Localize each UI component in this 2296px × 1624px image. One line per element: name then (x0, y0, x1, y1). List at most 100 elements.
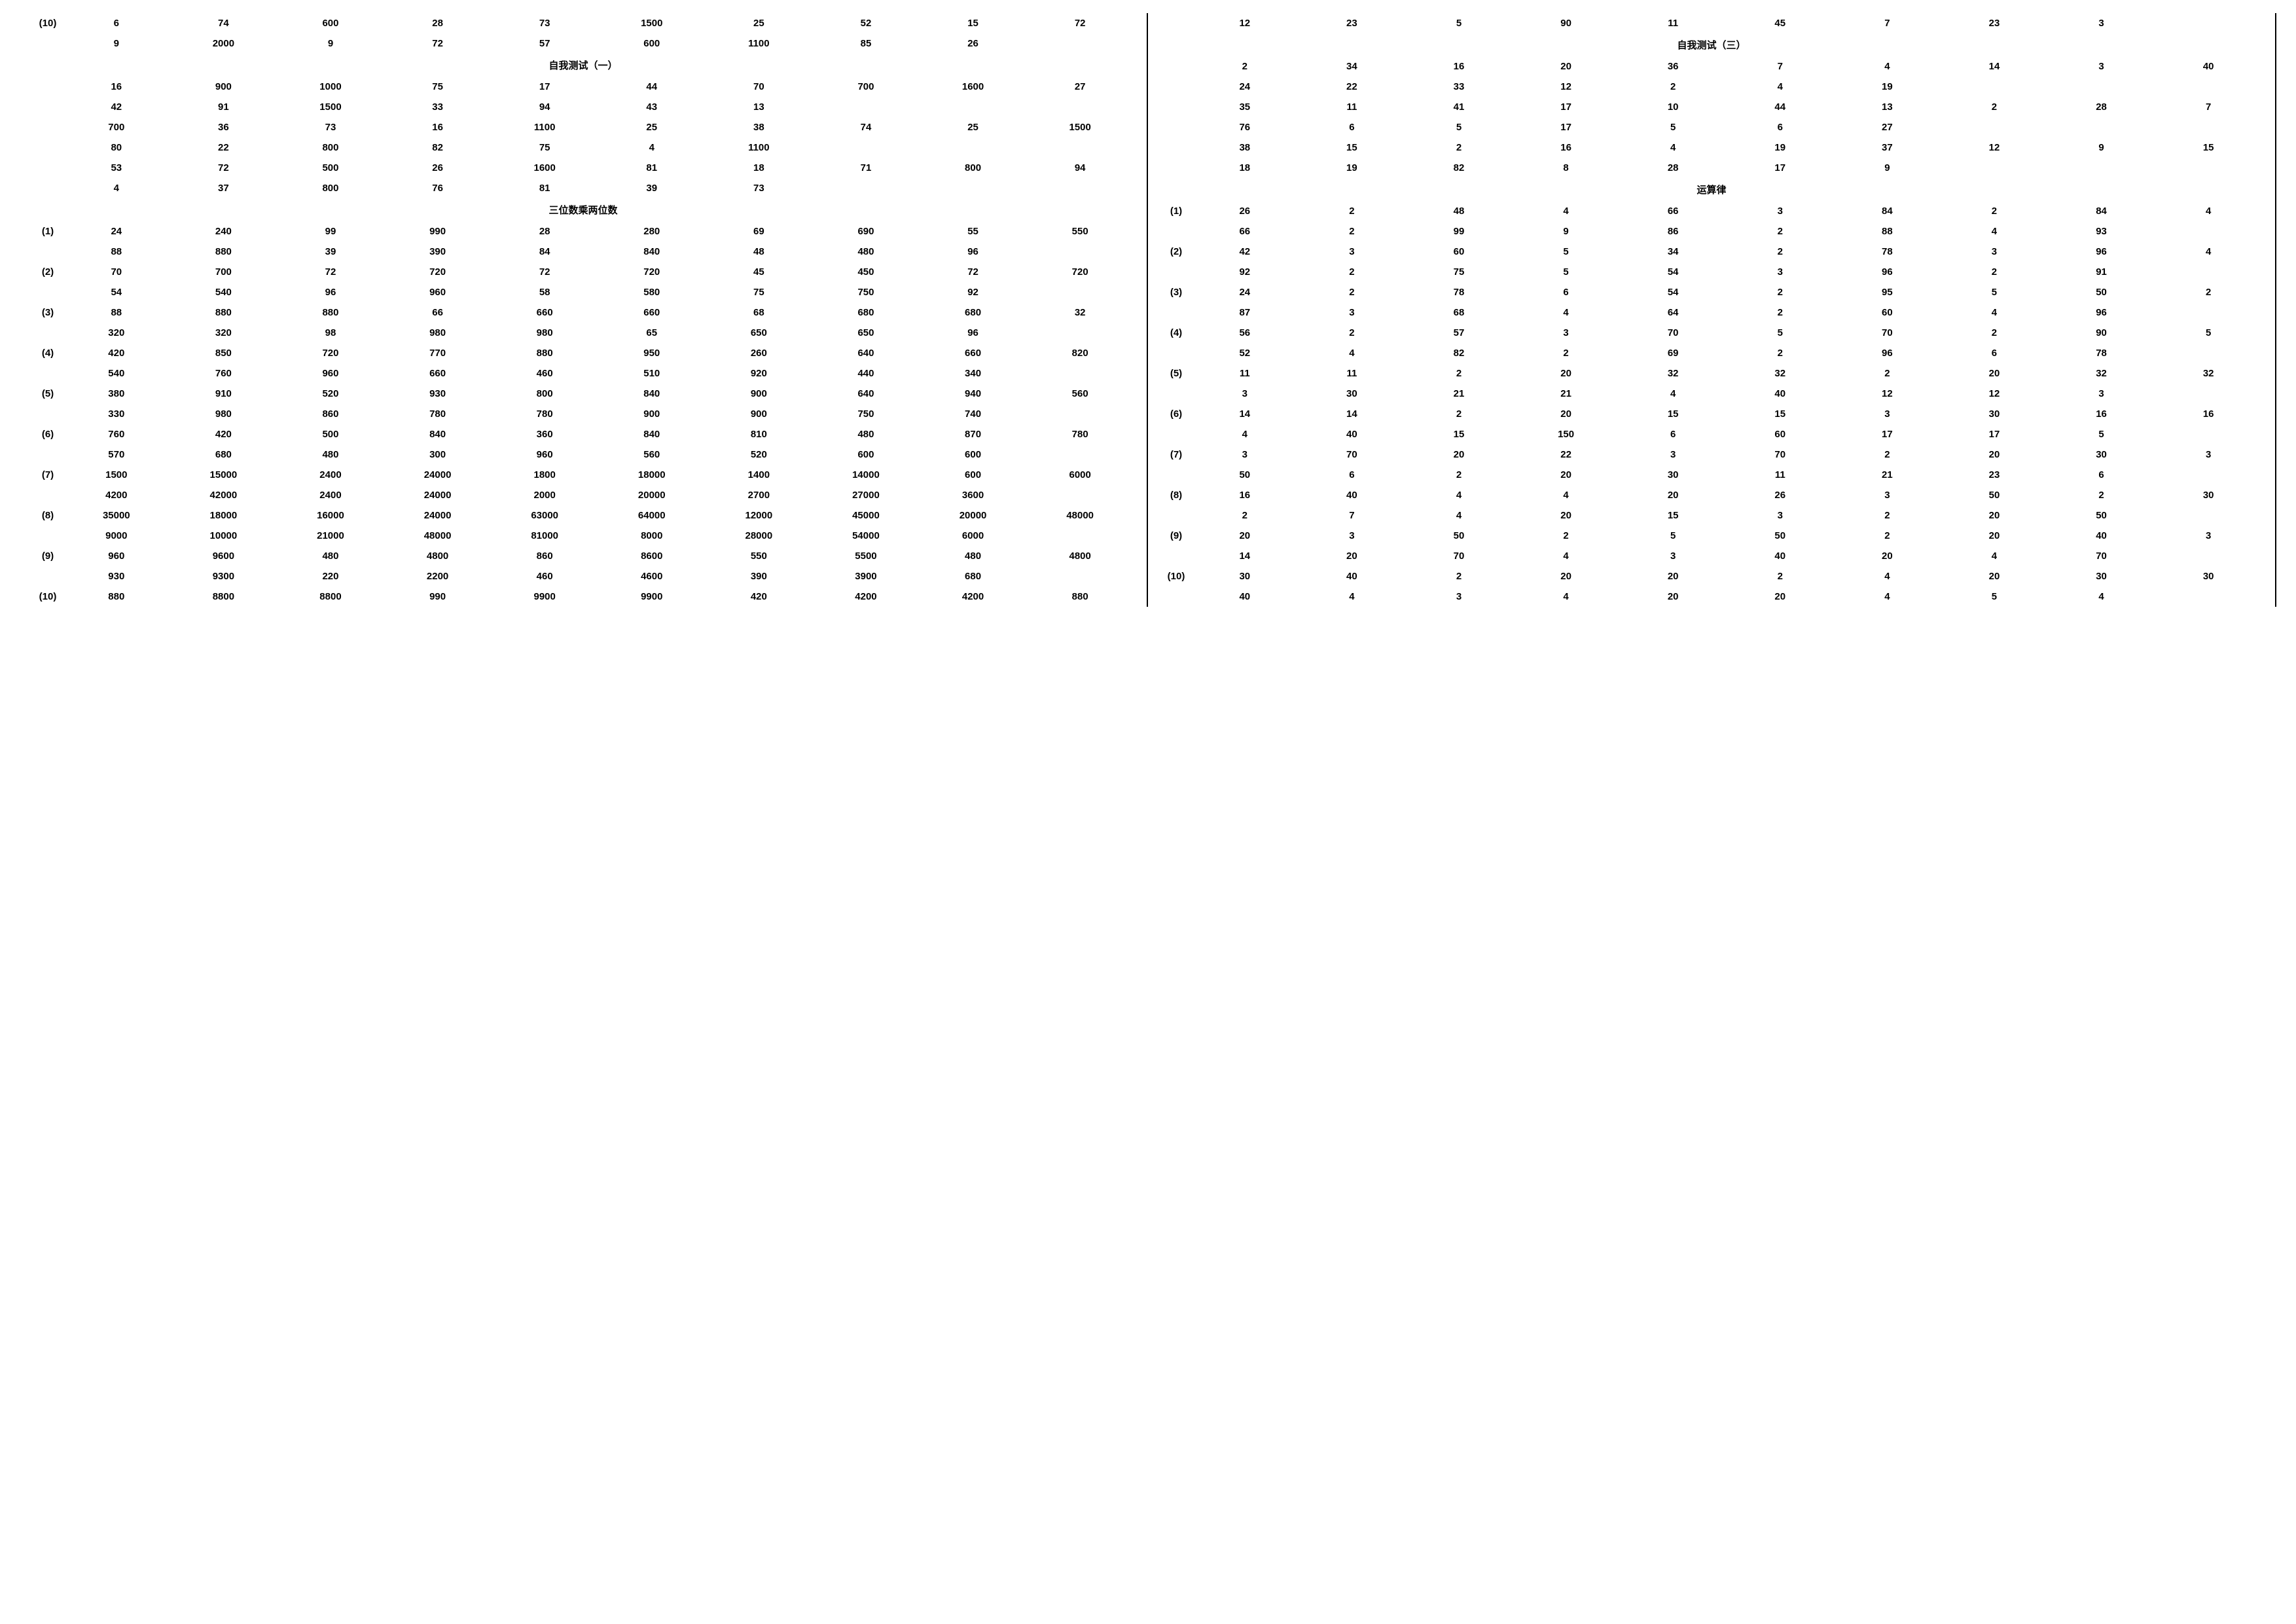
table-row: 2341620367414340 (1161, 56, 2262, 77)
row-label (33, 33, 63, 54)
cell: 75 (1405, 262, 1513, 282)
cell: 8000 (598, 526, 706, 546)
cell: 60 (1405, 242, 1513, 262)
cell: 760 (170, 363, 278, 384)
cell: 7 (1299, 505, 1406, 526)
cell: 5 (1619, 117, 1727, 137)
cell: 840 (598, 424, 706, 444)
row-label: (4) (1161, 323, 1191, 343)
cell (2155, 505, 2262, 526)
cell: 680 (920, 566, 1027, 586)
cell: 15 (1727, 404, 1834, 424)
cell: 64 (1619, 302, 1727, 323)
cell: 6 (1619, 424, 1727, 444)
cell: 40 (1727, 384, 1834, 404)
cell: 7 (1727, 56, 1834, 77)
cell: 16 (2048, 404, 2155, 424)
cell: 93 (2048, 221, 2155, 242)
cell: 4 (1619, 384, 1727, 404)
cell: 2 (1727, 566, 1834, 586)
row-label: (3) (1161, 282, 1191, 302)
cell: 2 (1191, 56, 1299, 77)
cell: 780 (491, 404, 598, 424)
cell: 8800 (170, 586, 278, 607)
row-label (33, 363, 63, 384)
cell: 64000 (598, 505, 706, 526)
cell: 5 (1513, 242, 1620, 262)
cell: 150 (1513, 424, 1620, 444)
table-row: (10)6746002873150025521572 (33, 13, 1134, 33)
cell: 11 (1299, 97, 1406, 117)
cell: 2000 (491, 485, 598, 505)
cell: 3 (1834, 485, 1941, 505)
cell: 2 (1405, 363, 1513, 384)
cell: 3 (1727, 505, 1834, 526)
cell (2155, 465, 2262, 485)
cell: 99 (1405, 221, 1513, 242)
cell: 2 (1299, 221, 1406, 242)
cell: 81000 (491, 526, 598, 546)
cell: 36 (170, 117, 278, 137)
cell: 48000 (384, 526, 492, 546)
cell (2048, 77, 2155, 97)
table-row: 4291150033944313 (33, 97, 1134, 117)
cell: 2 (1405, 137, 1513, 158)
cell: 420 (706, 586, 813, 607)
cell: 54 (63, 282, 170, 302)
cell: 37 (1834, 137, 1941, 158)
cell (1026, 323, 1134, 343)
cell: 740 (920, 404, 1027, 424)
cell: 5 (1513, 262, 1620, 282)
cell: 20 (1834, 546, 1941, 566)
cell: 2 (1299, 262, 1406, 282)
cell: 95 (1834, 282, 1941, 302)
cell: 60 (1834, 302, 1941, 323)
cell: 640 (812, 343, 920, 363)
cell: 20 (1727, 586, 1834, 607)
cell: 480 (812, 242, 920, 262)
cell: 4 (1513, 302, 1620, 323)
cell: 960 (384, 282, 492, 302)
cell: 21 (1834, 465, 1941, 485)
cell: 24 (63, 221, 170, 242)
cell: 88 (63, 242, 170, 262)
cell: 10000 (170, 526, 278, 546)
table-row: (10)30402202024203030 (1161, 566, 2262, 586)
table-row: (9)203502550220403 (1161, 526, 2262, 546)
cell: 550 (706, 546, 813, 566)
cell: 5 (1405, 13, 1513, 33)
table-row: (5)380910520930800840900640940560 (33, 384, 1134, 404)
cell (2155, 424, 2262, 444)
cell: 12 (1941, 137, 2048, 158)
cell: 10 (1619, 97, 1727, 117)
cell: 500 (277, 158, 384, 178)
cell: 84 (491, 242, 598, 262)
cell: 420 (170, 424, 278, 444)
cell: 4 (63, 178, 170, 198)
cell: 700 (170, 262, 278, 282)
cell: 73 (277, 117, 384, 137)
cell: 9 (277, 33, 384, 54)
cell: 28000 (706, 526, 813, 546)
row-label (33, 282, 63, 302)
cell: 4 (1941, 302, 2048, 323)
cell: 4 (1941, 221, 2048, 242)
cell: 18 (1191, 158, 1299, 178)
cell: 2 (2048, 485, 2155, 505)
cell (1026, 282, 1134, 302)
cell: 330 (63, 404, 170, 424)
cell: 40 (2155, 56, 2262, 77)
cell (1941, 117, 2048, 137)
cell: 99 (277, 221, 384, 242)
cell: 24 (1191, 77, 1299, 97)
cell: 48 (1405, 201, 1513, 221)
cell: 23 (1299, 13, 1406, 33)
cell: 17 (1834, 424, 1941, 444)
cell (812, 178, 920, 198)
cell: 72 (170, 158, 278, 178)
cell: 2700 (706, 485, 813, 505)
cell: 14 (1191, 404, 1299, 424)
cell: 16 (1405, 56, 1513, 77)
cell: 9 (1513, 221, 1620, 242)
cell: 30 (2155, 485, 2262, 505)
